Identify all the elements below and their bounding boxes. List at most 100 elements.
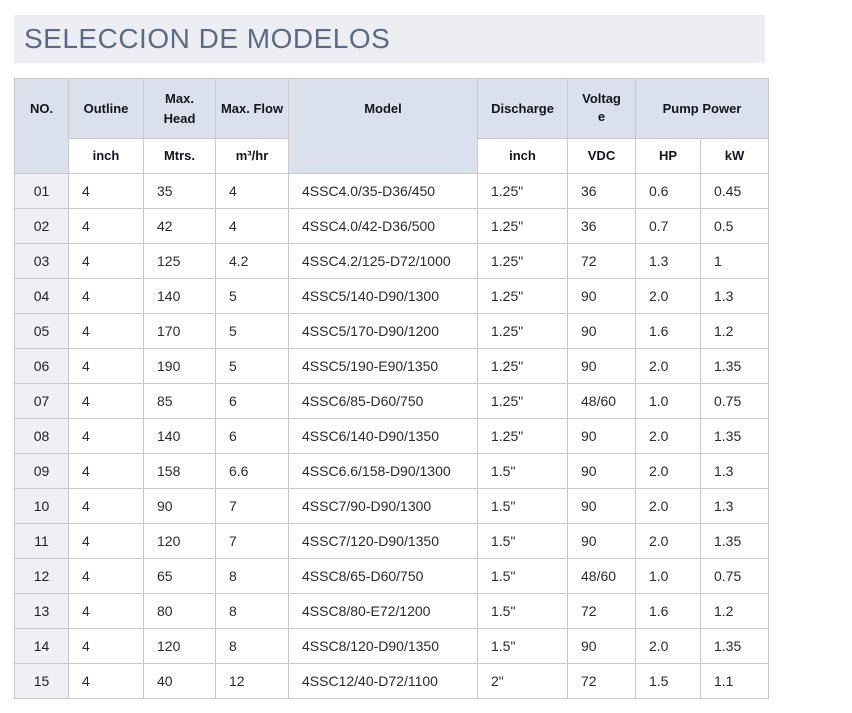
col-header-no: NO. [14, 78, 69, 174]
cell-hp: 2.0 [635, 523, 701, 559]
cell-discharge: 1.25" [477, 173, 568, 209]
cell-kw: 0.5 [700, 208, 769, 244]
table-row: 04 4 140 5 4SSC5/140-D90/1300 1.25" 90 2… [14, 278, 769, 314]
unit-header-max-head: Mtrs. [143, 138, 216, 174]
cell-no: 08 [14, 418, 69, 454]
cell-no: 06 [14, 348, 69, 384]
cell-voltage: 90 [567, 488, 636, 524]
col-header-max-flow: Max. Flow [215, 78, 289, 139]
cell-outline: 4 [68, 663, 144, 699]
models-table: NO. Outline Max. Head Max. Flow Model Di… [14, 78, 769, 699]
unit-header-hp: HP [635, 138, 701, 174]
cell-voltage: 36 [567, 173, 636, 209]
cell-outline: 4 [68, 383, 144, 419]
cell-no: 11 [14, 523, 69, 559]
cell-outline: 4 [68, 453, 144, 489]
cell-discharge: 2" [477, 663, 568, 699]
cell-outline: 4 [68, 243, 144, 279]
cell-model: 4SSC5/190-E90/1350 [288, 348, 478, 384]
cell-kw: 1.2 [700, 593, 769, 629]
cell-model: 4SSC4.0/35-D36/450 [288, 173, 478, 209]
cell-max-head: 40 [143, 663, 216, 699]
cell-discharge: 1.25" [477, 418, 568, 454]
voltage-label: Voltage [582, 91, 621, 125]
cell-kw: 0.75 [700, 558, 769, 594]
cell-no: 10 [14, 488, 69, 524]
cell-discharge: 1.25" [477, 208, 568, 244]
cell-no: 03 [14, 243, 69, 279]
cell-no: 01 [14, 173, 69, 209]
cell-kw: 1.35 [700, 418, 769, 454]
cell-model: 4SSC4.2/125-D72/1000 [288, 243, 478, 279]
cell-hp: 2.0 [635, 348, 701, 384]
table-body: 01 4 35 4 4SSC4.0/35-D36/450 1.25" 36 0.… [14, 173, 769, 699]
cell-voltage: 90 [567, 628, 636, 664]
cell-model: 4SSC4.0/42-D36/500 [288, 208, 478, 244]
cell-kw: 1.3 [700, 453, 769, 489]
cell-max-flow: 5 [215, 278, 289, 314]
unit-header-voltage: VDC [567, 138, 636, 174]
cell-max-head: 80 [143, 593, 216, 629]
cell-max-flow: 4.2 [215, 243, 289, 279]
cell-hp: 2.0 [635, 418, 701, 454]
cell-voltage: 48/60 [567, 383, 636, 419]
cell-max-head: 85 [143, 383, 216, 419]
cell-outline: 4 [68, 488, 144, 524]
table-row: 13 4 80 8 4SSC8/80-E72/1200 1.5" 72 1.6 … [14, 593, 769, 629]
col-header-model: Model [288, 78, 478, 174]
col-header-outline: Outline [68, 78, 144, 139]
cell-max-head: 90 [143, 488, 216, 524]
unit-header-kw: kW [700, 138, 769, 174]
cell-voltage: 90 [567, 278, 636, 314]
cell-model: 4SSC6/140-D90/1350 [288, 418, 478, 454]
table-row: 14 4 120 8 4SSC8/120-D90/1350 1.5" 90 2.… [14, 628, 769, 664]
cell-max-flow: 6 [215, 383, 289, 419]
cell-voltage: 90 [567, 453, 636, 489]
cell-outline: 4 [68, 173, 144, 209]
cell-max-flow: 8 [215, 628, 289, 664]
cell-max-flow: 7 [215, 523, 289, 559]
cell-no: 09 [14, 453, 69, 489]
cell-max-head: 140 [143, 418, 216, 454]
table-row: 09 4 158 6.6 4SSC6.6/158-D90/1300 1.5" 9… [14, 453, 769, 489]
table-row: 10 4 90 7 4SSC7/90-D90/1300 1.5" 90 2.0 … [14, 488, 769, 524]
cell-max-flow: 5 [215, 313, 289, 349]
cell-voltage: 90 [567, 313, 636, 349]
cell-voltage: 90 [567, 418, 636, 454]
cell-discharge: 1.25" [477, 243, 568, 279]
cell-voltage: 72 [567, 243, 636, 279]
cell-max-flow: 8 [215, 593, 289, 629]
cell-voltage: 48/60 [567, 558, 636, 594]
header-row-main: NO. Outline Max. Head Max. Flow Model Di… [14, 78, 769, 174]
title-bar: SELECCION DE MODELOS [14, 15, 765, 63]
cell-outline: 4 [68, 523, 144, 559]
cell-max-flow: 5 [215, 348, 289, 384]
cell-hp: 1.6 [635, 593, 701, 629]
cell-kw: 1.1 [700, 663, 769, 699]
cell-voltage: 90 [567, 348, 636, 384]
cell-hp: 0.7 [635, 208, 701, 244]
cell-kw: 1 [700, 243, 769, 279]
cell-voltage: 72 [567, 593, 636, 629]
cell-no: 02 [14, 208, 69, 244]
col-header-discharge: Discharge [477, 78, 568, 139]
cell-no: 04 [14, 278, 69, 314]
cell-outline: 4 [68, 418, 144, 454]
cell-discharge: 1.25" [477, 348, 568, 384]
cell-hp: 2.0 [635, 628, 701, 664]
cell-max-head: 170 [143, 313, 216, 349]
table-row: 06 4 190 5 4SSC5/190-E90/1350 1.25" 90 2… [14, 348, 769, 384]
unit-header-max-flow: m³/hr [215, 138, 289, 174]
cell-max-flow: 12 [215, 663, 289, 699]
cell-outline: 4 [68, 208, 144, 244]
cell-model: 4SSC8/120-D90/1350 [288, 628, 478, 664]
cell-no: 14 [14, 628, 69, 664]
cell-hp: 2.0 [635, 278, 701, 314]
table-row: 01 4 35 4 4SSC4.0/35-D36/450 1.25" 36 0.… [14, 173, 769, 209]
cell-model: 4SSC8/80-E72/1200 [288, 593, 478, 629]
cell-hp: 1.6 [635, 313, 701, 349]
cell-no: 13 [14, 593, 69, 629]
cell-outline: 4 [68, 558, 144, 594]
cell-max-head: 120 [143, 523, 216, 559]
